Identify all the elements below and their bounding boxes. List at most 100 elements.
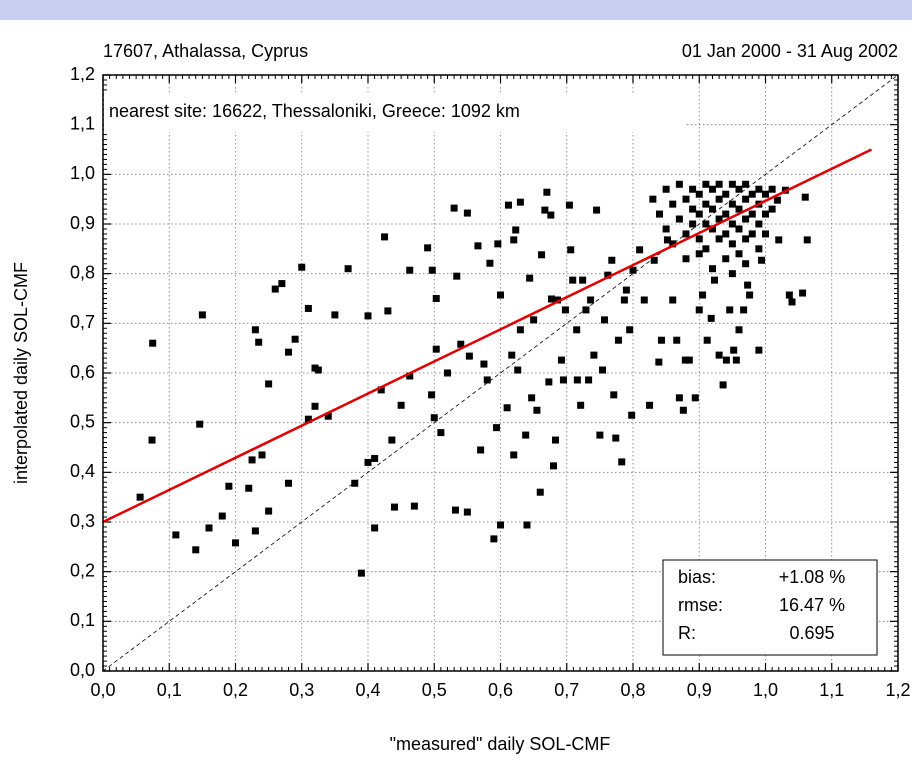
point: [371, 524, 379, 532]
point: [593, 206, 601, 214]
point: [629, 266, 637, 274]
point: [384, 307, 392, 315]
fit-line: [102, 148, 873, 524]
point: [388, 436, 396, 444]
point: [304, 304, 312, 312]
point: [428, 266, 436, 274]
point: [655, 358, 663, 366]
point: [702, 200, 710, 208]
point: [768, 185, 776, 193]
point: [735, 225, 743, 233]
point: [218, 512, 226, 520]
point: [285, 479, 292, 487]
point: [695, 210, 703, 218]
point: [548, 295, 556, 303]
point: [722, 190, 730, 198]
point: [522, 431, 530, 439]
point: [682, 195, 690, 203]
point: [722, 356, 730, 364]
point: [493, 424, 501, 432]
point: [726, 306, 734, 314]
point: [722, 255, 730, 263]
point: [715, 215, 723, 223]
point: [265, 507, 273, 515]
point: [681, 356, 689, 364]
point: [744, 281, 752, 289]
point: [673, 336, 681, 344]
point: [523, 521, 531, 529]
point: [702, 220, 710, 228]
point: [585, 376, 593, 384]
point: [432, 345, 440, 353]
point: [707, 314, 715, 322]
point: [768, 205, 776, 213]
point: [775, 236, 783, 244]
point: [748, 210, 756, 218]
point: [371, 454, 379, 462]
point: [719, 381, 727, 389]
point: [735, 185, 743, 193]
point: [663, 236, 671, 244]
point: [604, 271, 612, 279]
point: [755, 346, 763, 354]
point: [649, 195, 657, 203]
y-tick-label: 1,0: [70, 163, 95, 183]
point: [424, 244, 432, 252]
point: [410, 502, 418, 510]
point: [669, 240, 677, 248]
point: [579, 276, 587, 284]
point: [377, 386, 385, 394]
point: [675, 394, 683, 402]
y-tick-label: 0,6: [70, 362, 95, 382]
point: [477, 446, 485, 454]
point: [397, 401, 405, 409]
point: [285, 348, 292, 356]
point: [450, 204, 458, 212]
point: [728, 270, 736, 278]
point: [656, 210, 663, 218]
point: [728, 240, 736, 248]
annotation: nearest site: 16622, Thessaloniki, Greec…: [109, 101, 520, 121]
stats-label: bias:: [678, 567, 716, 587]
point: [503, 404, 511, 412]
point: [567, 246, 575, 254]
y-tick-label: 0,1: [70, 610, 95, 630]
x-tick-label: 1,2: [885, 680, 910, 700]
point: [516, 198, 524, 206]
title-left: 17607, Athalassa, Cyprus: [103, 41, 308, 61]
point: [610, 391, 618, 399]
point: [788, 298, 796, 306]
y-tick-label: 0,7: [70, 312, 95, 332]
point: [381, 233, 389, 241]
point: [758, 256, 766, 264]
y-tick-label: 0,4: [70, 461, 95, 481]
point: [715, 351, 723, 359]
point: [618, 458, 626, 466]
point: [494, 240, 502, 248]
stats-value: +1.08 %: [779, 567, 846, 587]
point: [622, 286, 630, 294]
annotation-group: nearest site: 16622, Thessaloniki, Greec…: [104, 94, 685, 132]
point: [691, 394, 699, 402]
y-axis-title: interpolated daily SOL-CMF: [11, 262, 31, 484]
point: [483, 376, 491, 384]
stats-value: 16.47 %: [779, 595, 845, 615]
point: [599, 366, 607, 374]
point: [510, 236, 518, 244]
point: [608, 256, 616, 264]
identity-line: [102, 74, 899, 672]
point: [762, 190, 769, 198]
point: [695, 190, 703, 198]
point: [428, 391, 436, 399]
point: [198, 311, 206, 319]
point: [650, 256, 658, 264]
point: [740, 306, 748, 314]
point: [669, 200, 677, 208]
point: [453, 272, 461, 280]
point: [265, 380, 273, 388]
point: [715, 235, 723, 243]
point: [709, 205, 716, 213]
x-tick-label: 0,6: [488, 680, 513, 700]
point: [136, 493, 144, 501]
